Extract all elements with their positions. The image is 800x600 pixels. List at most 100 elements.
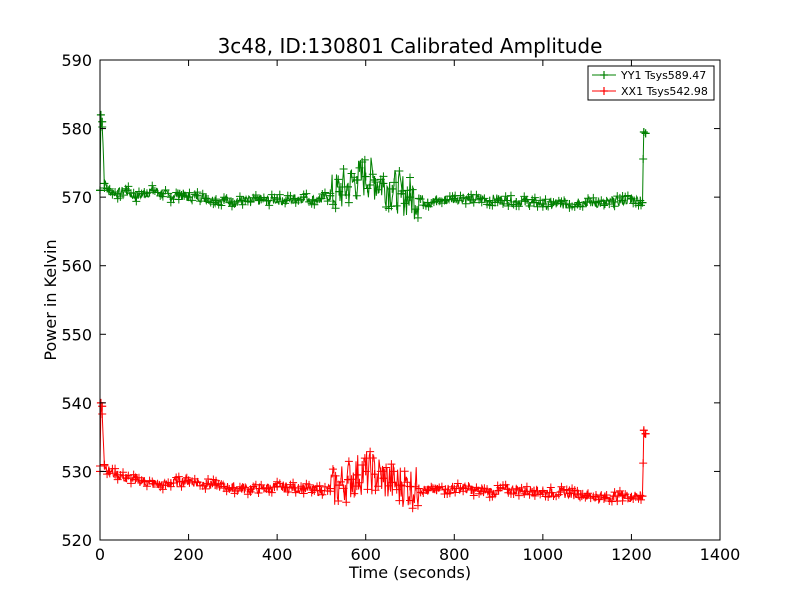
trace-marker [129,188,138,197]
trace-marker [169,479,178,488]
trace-marker [610,488,619,497]
trace-marker [254,489,263,498]
data-point [406,193,414,202]
trace-marker [451,488,460,497]
data-point [335,187,344,196]
x-tick-label: 0 [95,545,105,564]
trace-marker [302,189,311,198]
trace-marker [331,471,340,480]
data-point [547,488,556,497]
trace-marker [514,491,523,500]
data-point [237,484,246,493]
trace-marker [483,485,492,494]
data-point [361,467,370,476]
trace-marker [371,486,380,495]
trace-marker [607,196,616,205]
trace-marker [480,194,489,203]
data-point [414,484,423,493]
trace-marker [273,194,282,203]
data-point [264,483,273,492]
y-tick-label: 580 [61,120,92,139]
x-tick-label: 1400 [700,545,741,564]
trace-marker [182,192,191,201]
trace-marker [605,200,614,209]
trace-marker [182,473,191,482]
trace-marker [212,195,221,204]
trace-marker [174,195,183,204]
trace-marker [586,198,595,207]
trace-marker [100,461,109,470]
trace-marker [336,182,345,191]
trace-marker [352,191,361,200]
data-point [308,195,317,204]
trace-marker [124,182,133,191]
trace-marker [395,496,404,505]
trace-marker [641,129,650,138]
x-tick-label: 800 [439,545,470,564]
x-tick-label: 1200 [611,545,652,564]
trace-marker [350,489,359,498]
trace-marker [512,484,521,493]
series-layer [96,110,650,513]
trace-marker [299,489,308,498]
trace-marker [546,483,555,492]
trace-marker [339,164,348,173]
trace-marker [371,177,380,186]
data-point [370,176,379,184]
trace-marker [334,175,343,184]
legend-swatch-marker [600,87,608,95]
trace-marker [538,486,547,495]
plot-frame [99,59,721,541]
trace-marker [472,483,481,492]
trace-marker [326,487,335,496]
trace-marker [336,477,345,486]
data-point [211,196,220,205]
data-point [388,478,397,487]
trace-marker [610,202,619,211]
trace-marker [217,201,226,210]
trace-marker [326,189,335,198]
trace-marker [387,202,396,211]
trace-marker [315,194,324,203]
trace-marker [501,480,510,489]
trace-marker [270,483,279,492]
trace-marker [382,463,391,472]
trace-marker [520,489,529,498]
trace-marker [193,188,202,197]
trace-marker [536,196,545,205]
trace-marker [573,486,582,495]
trace-marker [235,192,244,201]
trace-marker [185,188,194,197]
trace-marker [639,155,648,164]
trace-marker [233,486,242,495]
trace-marker [390,178,399,187]
trace-marker [641,429,650,438]
trace-marker [374,482,383,491]
trace-marker [350,173,359,182]
trace-marker [281,483,290,492]
trace-marker [105,184,114,193]
trace-marker [639,459,648,468]
trace-marker [637,495,646,504]
trace-marker [637,201,646,210]
series-yy1 [96,110,650,222]
trace-marker [148,181,157,190]
trace-marker [111,188,120,197]
trace-marker [599,201,608,210]
trace-marker [594,495,603,504]
trace-marker [227,483,236,492]
trace-marker [206,480,215,489]
trace-marker [416,194,425,203]
trace-marker [398,186,407,195]
data-point [370,470,379,479]
trace-marker [398,482,407,491]
trace-marker [413,501,422,510]
trace-marker [403,478,412,487]
trace-marker [328,465,337,474]
trace-marker [406,173,414,182]
data-point [344,182,352,191]
trace-marker [408,504,417,513]
trace-marker [347,475,356,484]
trace-marker [297,482,306,491]
